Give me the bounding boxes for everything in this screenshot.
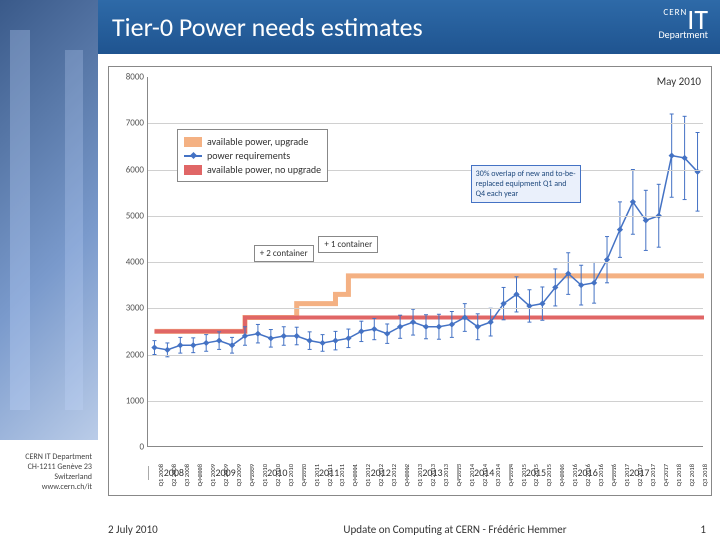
year-label: 2011 <box>303 466 355 480</box>
legend-label: available power, upgrade <box>207 135 308 148</box>
data-marker <box>294 333 300 339</box>
data-marker <box>358 328 364 334</box>
legend-label: available power, no upgrade <box>207 163 321 176</box>
legend-swatch <box>184 165 202 175</box>
data-marker <box>410 319 416 325</box>
sidebar: CERN IT Department CH-1211 Genève 23 Swi… <box>0 0 98 540</box>
url: www.cern.ch/it <box>0 482 92 492</box>
data-marker <box>591 280 597 286</box>
page-title: Tier-0 Power needs estimates <box>112 11 423 43</box>
year-label: 2012 <box>355 466 407 480</box>
legend-item: available power, upgrade <box>184 135 321 148</box>
page-number: 1 <box>682 523 712 536</box>
year-label: 2009 <box>200 466 252 480</box>
gridline <box>148 401 703 402</box>
footer-title: Update on Computing at CERN - Frédéric H… <box>228 523 682 536</box>
legend-line-icon <box>184 151 202 161</box>
y-tick: 4000 <box>114 257 148 268</box>
dept-name: CERN IT Department <box>0 452 92 462</box>
x-tick: Q3 2018 <box>701 464 709 486</box>
legend-item: available power, no upgrade <box>184 163 321 176</box>
callout: + 2 container <box>254 245 314 262</box>
data-marker <box>190 342 196 348</box>
legend-label: power requirements <box>207 149 290 162</box>
data-marker <box>436 324 442 330</box>
overlap-note: 30% overlap of new and to-be-replaced eq… <box>471 165 581 203</box>
year-label: 2010 <box>251 466 303 480</box>
logo-cern: CERN <box>663 8 687 17</box>
data-marker <box>164 347 170 353</box>
footer: 2 July 2010 Update on Computing at CERN … <box>108 523 712 536</box>
country: Switzerland <box>0 472 92 482</box>
year-label: 2013 <box>407 466 459 480</box>
data-marker <box>255 331 261 337</box>
y-tick: 1000 <box>114 395 148 406</box>
y-tick: 8000 <box>114 72 148 83</box>
data-marker <box>319 340 325 346</box>
gridline <box>148 216 703 217</box>
data-marker <box>203 340 209 346</box>
y-tick: 7000 <box>114 118 148 129</box>
y-tick: 5000 <box>114 210 148 221</box>
legend-item: power requirements <box>184 149 321 162</box>
data-marker <box>307 338 313 344</box>
year-label: 2015 <box>510 466 562 480</box>
data-marker <box>216 338 222 344</box>
x-tick: Q2 2018 <box>688 464 696 486</box>
callout: + 1 container <box>318 236 378 253</box>
sidebar-address: CERN IT Department CH-1211 Genève 23 Swi… <box>0 452 98 492</box>
power-chart: May 2010 0100020003000400050006000700080… <box>108 66 712 496</box>
data-marker <box>177 342 183 348</box>
cern-it-logo: CERNIT Department <box>659 6 708 40</box>
footer-date: 2 July 2010 <box>108 523 228 536</box>
data-marker <box>268 335 274 341</box>
step-line <box>154 276 704 332</box>
gridline <box>148 355 703 356</box>
data-marker <box>397 324 403 330</box>
legend: available power, upgradepower requiremen… <box>177 129 328 182</box>
gridline <box>148 262 703 263</box>
logo-dept: Department <box>659 30 708 40</box>
data-marker <box>332 338 338 344</box>
gridline <box>148 123 703 124</box>
data-marker <box>345 335 351 341</box>
year-label: 2014 <box>458 466 510 480</box>
data-marker <box>423 324 429 330</box>
gridline <box>148 308 703 309</box>
data-marker <box>617 227 623 233</box>
data-marker <box>669 153 675 159</box>
header: Tier-0 Power needs estimates CERNIT Depa… <box>98 0 720 54</box>
data-marker <box>151 344 157 350</box>
data-marker <box>384 331 390 337</box>
y-tick: 0 <box>114 442 148 453</box>
address-line: CH-1211 Genève 23 <box>0 462 92 472</box>
y-tick: 3000 <box>114 303 148 314</box>
data-marker <box>371 326 377 332</box>
sidebar-photo <box>0 0 98 440</box>
year-label: 2016 <box>562 466 614 480</box>
x-tick: Q1 2018 <box>675 464 683 486</box>
y-tick: 6000 <box>114 164 148 175</box>
year-label: 2017 <box>613 466 665 480</box>
year-label: 2008 <box>148 466 200 480</box>
y-tick: 2000 <box>114 349 148 360</box>
legend-swatch <box>184 137 202 147</box>
data-marker <box>449 321 455 327</box>
data-marker <box>281 333 287 339</box>
